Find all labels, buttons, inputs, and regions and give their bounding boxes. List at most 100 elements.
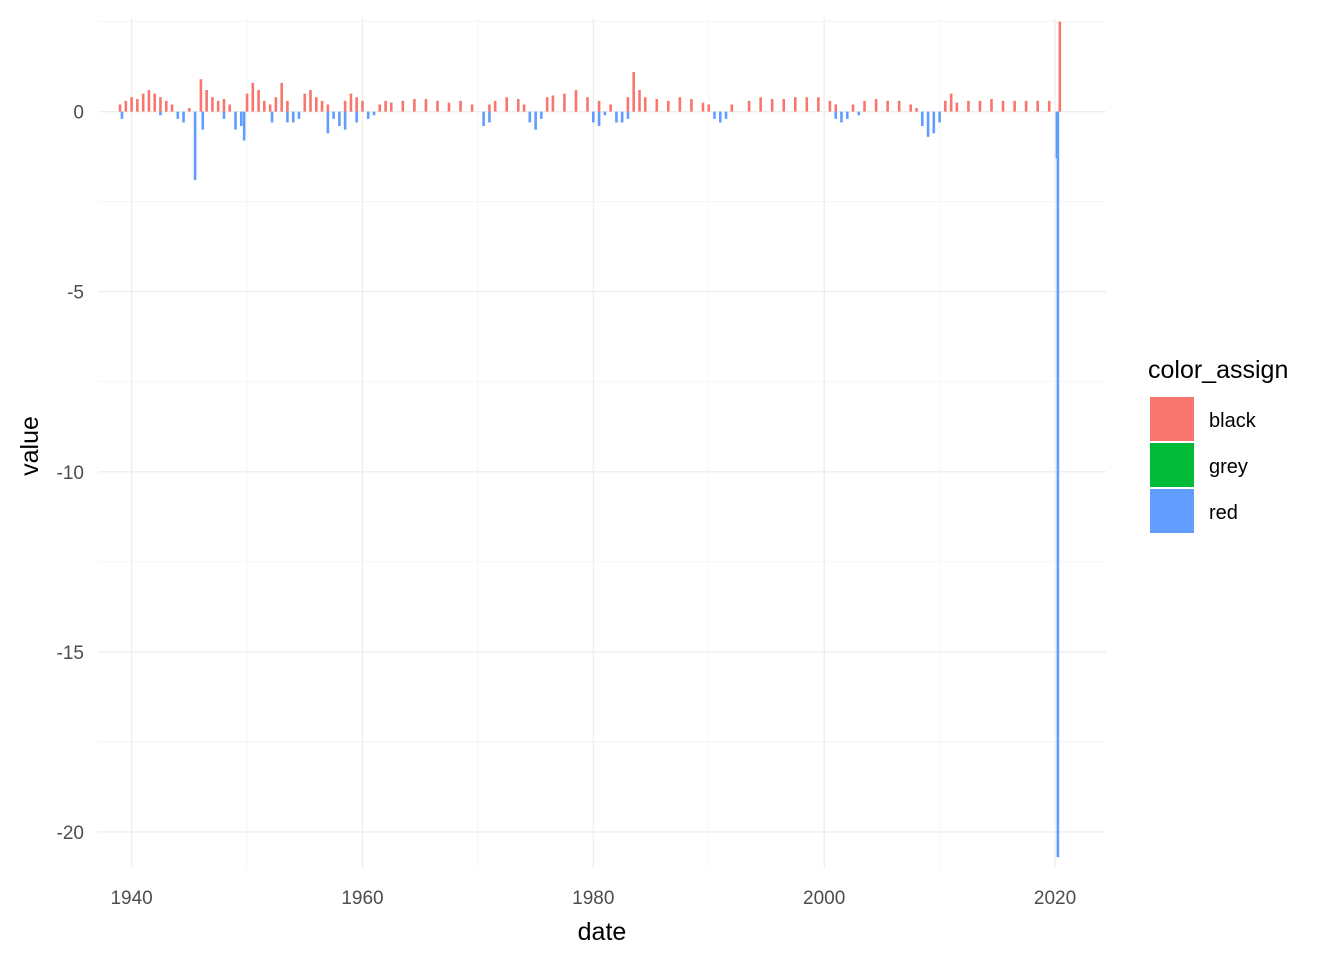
bar-black — [263, 100, 266, 112]
bar-black — [897, 100, 901, 112]
bar-black — [574, 90, 578, 112]
bar-black — [343, 100, 347, 112]
bar-red — [1056, 111, 1060, 858]
bar-black — [245, 93, 249, 112]
bar-black — [130, 97, 133, 112]
bar-black — [863, 100, 866, 112]
bar-black — [505, 97, 509, 112]
bar-red — [159, 111, 162, 116]
bar-red — [534, 111, 537, 130]
bar-red — [834, 111, 838, 119]
bar-red — [857, 111, 861, 116]
bar-black — [609, 104, 612, 112]
bar-black — [309, 90, 312, 112]
bar-red — [201, 111, 205, 130]
bar-red — [239, 111, 243, 127]
bar-black — [759, 97, 762, 112]
bar-red — [920, 111, 924, 127]
bar-red — [938, 111, 941, 123]
bar-black — [551, 95, 555, 112]
bar-red — [603, 111, 607, 116]
legend-label-red: red — [1209, 502, 1238, 524]
bar-black — [118, 104, 122, 112]
bar-black — [205, 90, 208, 112]
bar-black — [389, 102, 393, 112]
bar-black — [251, 82, 255, 112]
bar-black — [949, 93, 953, 112]
bar-black — [793, 97, 797, 112]
bar-black — [701, 102, 705, 112]
x-tick-label: 2000 — [803, 888, 845, 909]
legend-items: black grey red — [1150, 397, 1257, 533]
bar-black — [170, 104, 174, 112]
x-tick-label: 2020 — [1034, 888, 1076, 909]
bar-black — [413, 99, 416, 112]
bar-black — [378, 104, 382, 112]
bar-black — [522, 104, 526, 112]
bar-black — [493, 100, 497, 112]
y-tick-label: -15 — [57, 643, 84, 664]
bar-red — [297, 111, 301, 119]
bar-red — [597, 111, 601, 127]
x-tick-label: 1960 — [341, 888, 383, 909]
bar-black — [228, 104, 232, 112]
bar-black — [447, 102, 451, 112]
bar-black — [678, 97, 682, 112]
bar-black — [159, 97, 162, 112]
bar-red — [592, 111, 595, 123]
bar-black — [1058, 21, 1062, 112]
bar-black — [136, 99, 139, 112]
bar-red — [193, 111, 197, 181]
bar-black — [320, 100, 324, 112]
bar-black — [805, 97, 809, 112]
bar-red — [176, 111, 180, 119]
bar-black — [597, 100, 601, 112]
bar-black — [886, 100, 889, 112]
bar-red — [222, 111, 226, 119]
bar-black — [274, 97, 278, 112]
bar-black — [638, 90, 641, 112]
bar-black — [286, 100, 289, 112]
bar-red — [286, 111, 289, 123]
x-axis-title: date — [578, 918, 627, 946]
bar-black — [1036, 100, 1039, 112]
bar-red — [528, 111, 532, 123]
bar-red — [332, 111, 335, 119]
bar-black — [874, 99, 878, 112]
legend-key-red — [1150, 489, 1194, 533]
bar-black — [470, 104, 474, 112]
bar-red — [713, 111, 716, 119]
bar-black — [315, 97, 318, 112]
bar-black — [488, 104, 491, 112]
bar-black — [516, 99, 520, 112]
bar-black — [643, 97, 647, 112]
bar-black — [978, 100, 982, 112]
bar-black — [730, 104, 734, 112]
legend-key-grey — [1150, 443, 1194, 487]
grid-major — [98, 18, 1106, 868]
bar-black — [1047, 100, 1051, 112]
y-tick-label: 0 — [73, 103, 84, 124]
bar-red — [291, 111, 295, 123]
bar-black — [361, 100, 364, 112]
bar-red — [615, 111, 618, 123]
bar-black — [586, 97, 589, 112]
bar-black — [967, 100, 970, 112]
bar-red — [488, 111, 491, 123]
x-tick-label: 1940 — [110, 888, 152, 909]
bar-black — [459, 100, 462, 112]
bar-black — [770, 99, 774, 112]
bar-black — [153, 93, 157, 112]
bar-black — [915, 108, 918, 112]
bar-red — [366, 111, 370, 119]
bar-red — [372, 111, 376, 116]
bar-black — [667, 100, 670, 112]
legend-title: color_assign — [1148, 356, 1288, 384]
bar-black — [211, 97, 214, 112]
bar-black — [955, 102, 959, 112]
bar-red — [338, 111, 341, 127]
bar-red — [326, 111, 330, 134]
x-axis-ticks: 1940 1960 1980 2000 2020 — [110, 888, 1076, 909]
bar-red — [719, 111, 722, 123]
bar-red — [540, 111, 543, 119]
